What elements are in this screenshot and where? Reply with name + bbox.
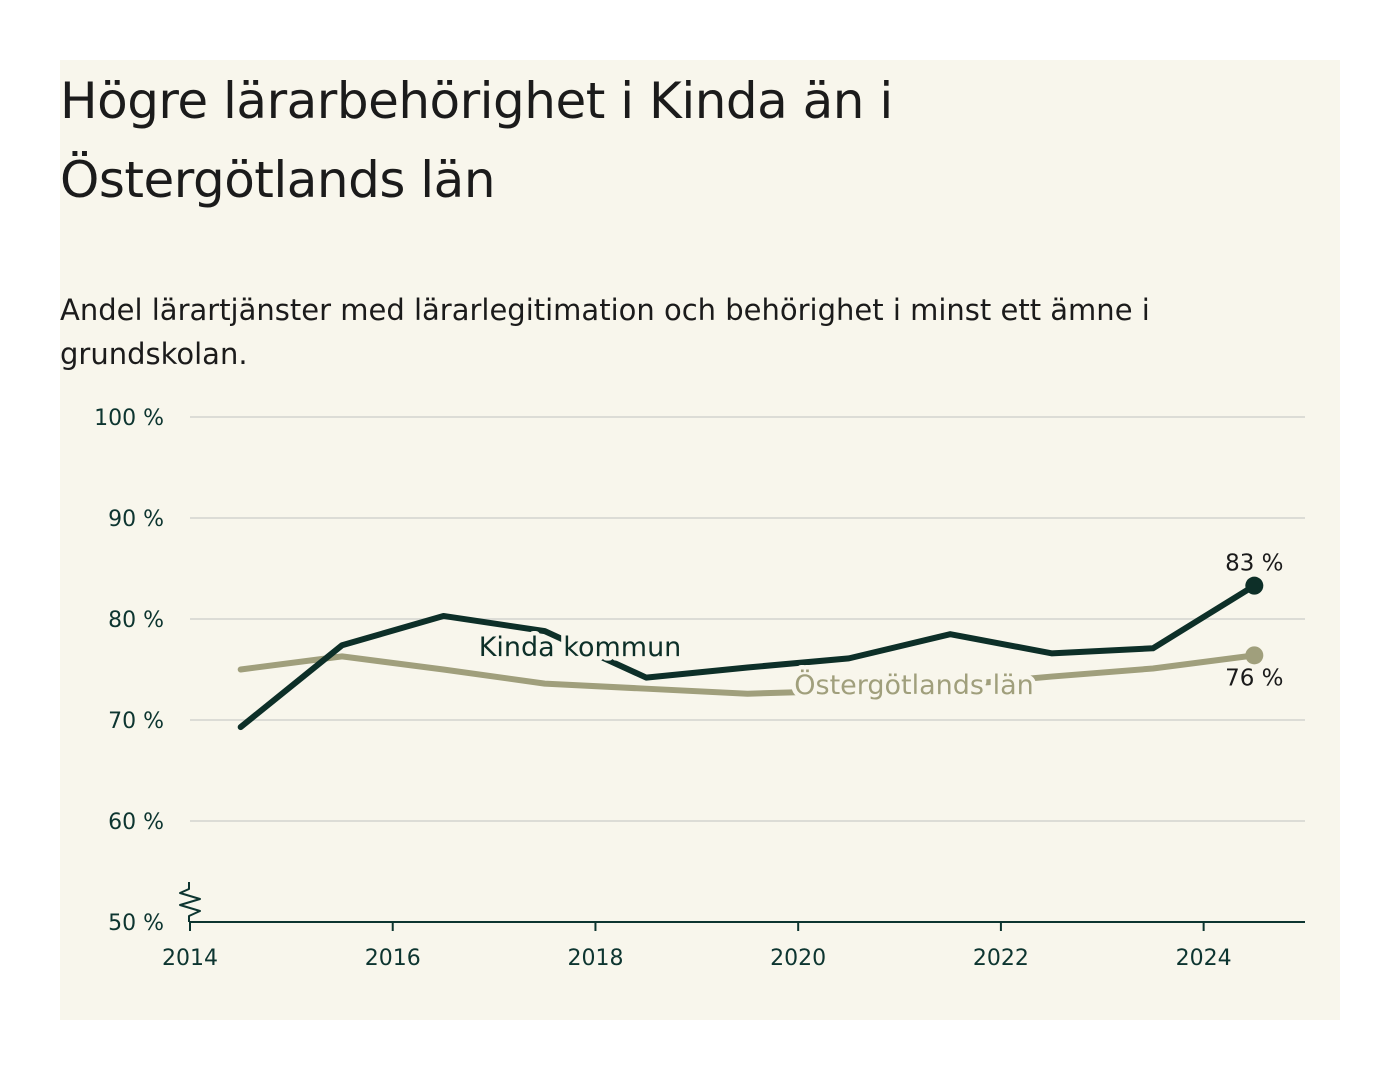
series-line [237,582,1258,731]
x-tick-label: 2022 [973,946,1029,971]
series-label-halo: Östergötlands län [794,669,1034,701]
series-label: Östergötlands län [794,669,1034,701]
y-tick-label: 60 % [108,810,164,835]
x-tick-label: 2018 [567,946,623,971]
series-label: Kinda kommun [479,632,682,663]
x-tick-label: 2024 [1176,946,1232,971]
series-label-halo: Kinda kommun [479,632,682,663]
y-tick-label: 70 % [108,709,164,734]
x-tick-label: 2016 [365,946,421,971]
y-tick-label: 100 % [94,406,164,431]
end-point-marker [1245,646,1264,665]
y-tick-label: 50 % [108,911,164,936]
end-point-marker [1245,576,1264,595]
chart-subtitle: Andel lärartjänster med lärarlegitimatio… [60,293,1150,371]
end-value-label: 83 % [1225,551,1283,577]
y-tick-label: 80 % [108,608,164,633]
y-tick-label: 90 % [108,507,164,532]
series-line [237,652,1258,697]
chart-panel: Högre lärarbehörighet i Kinda än i Öster… [60,60,1340,1020]
chart-title: Högre lärarbehörighet i Kinda än i Öster… [60,72,893,209]
end-value-label: 76 % [1225,665,1283,691]
x-tick-label: 2014 [162,946,218,971]
x-tick-label: 2020 [770,946,826,971]
axis-break-icon [179,882,201,922]
